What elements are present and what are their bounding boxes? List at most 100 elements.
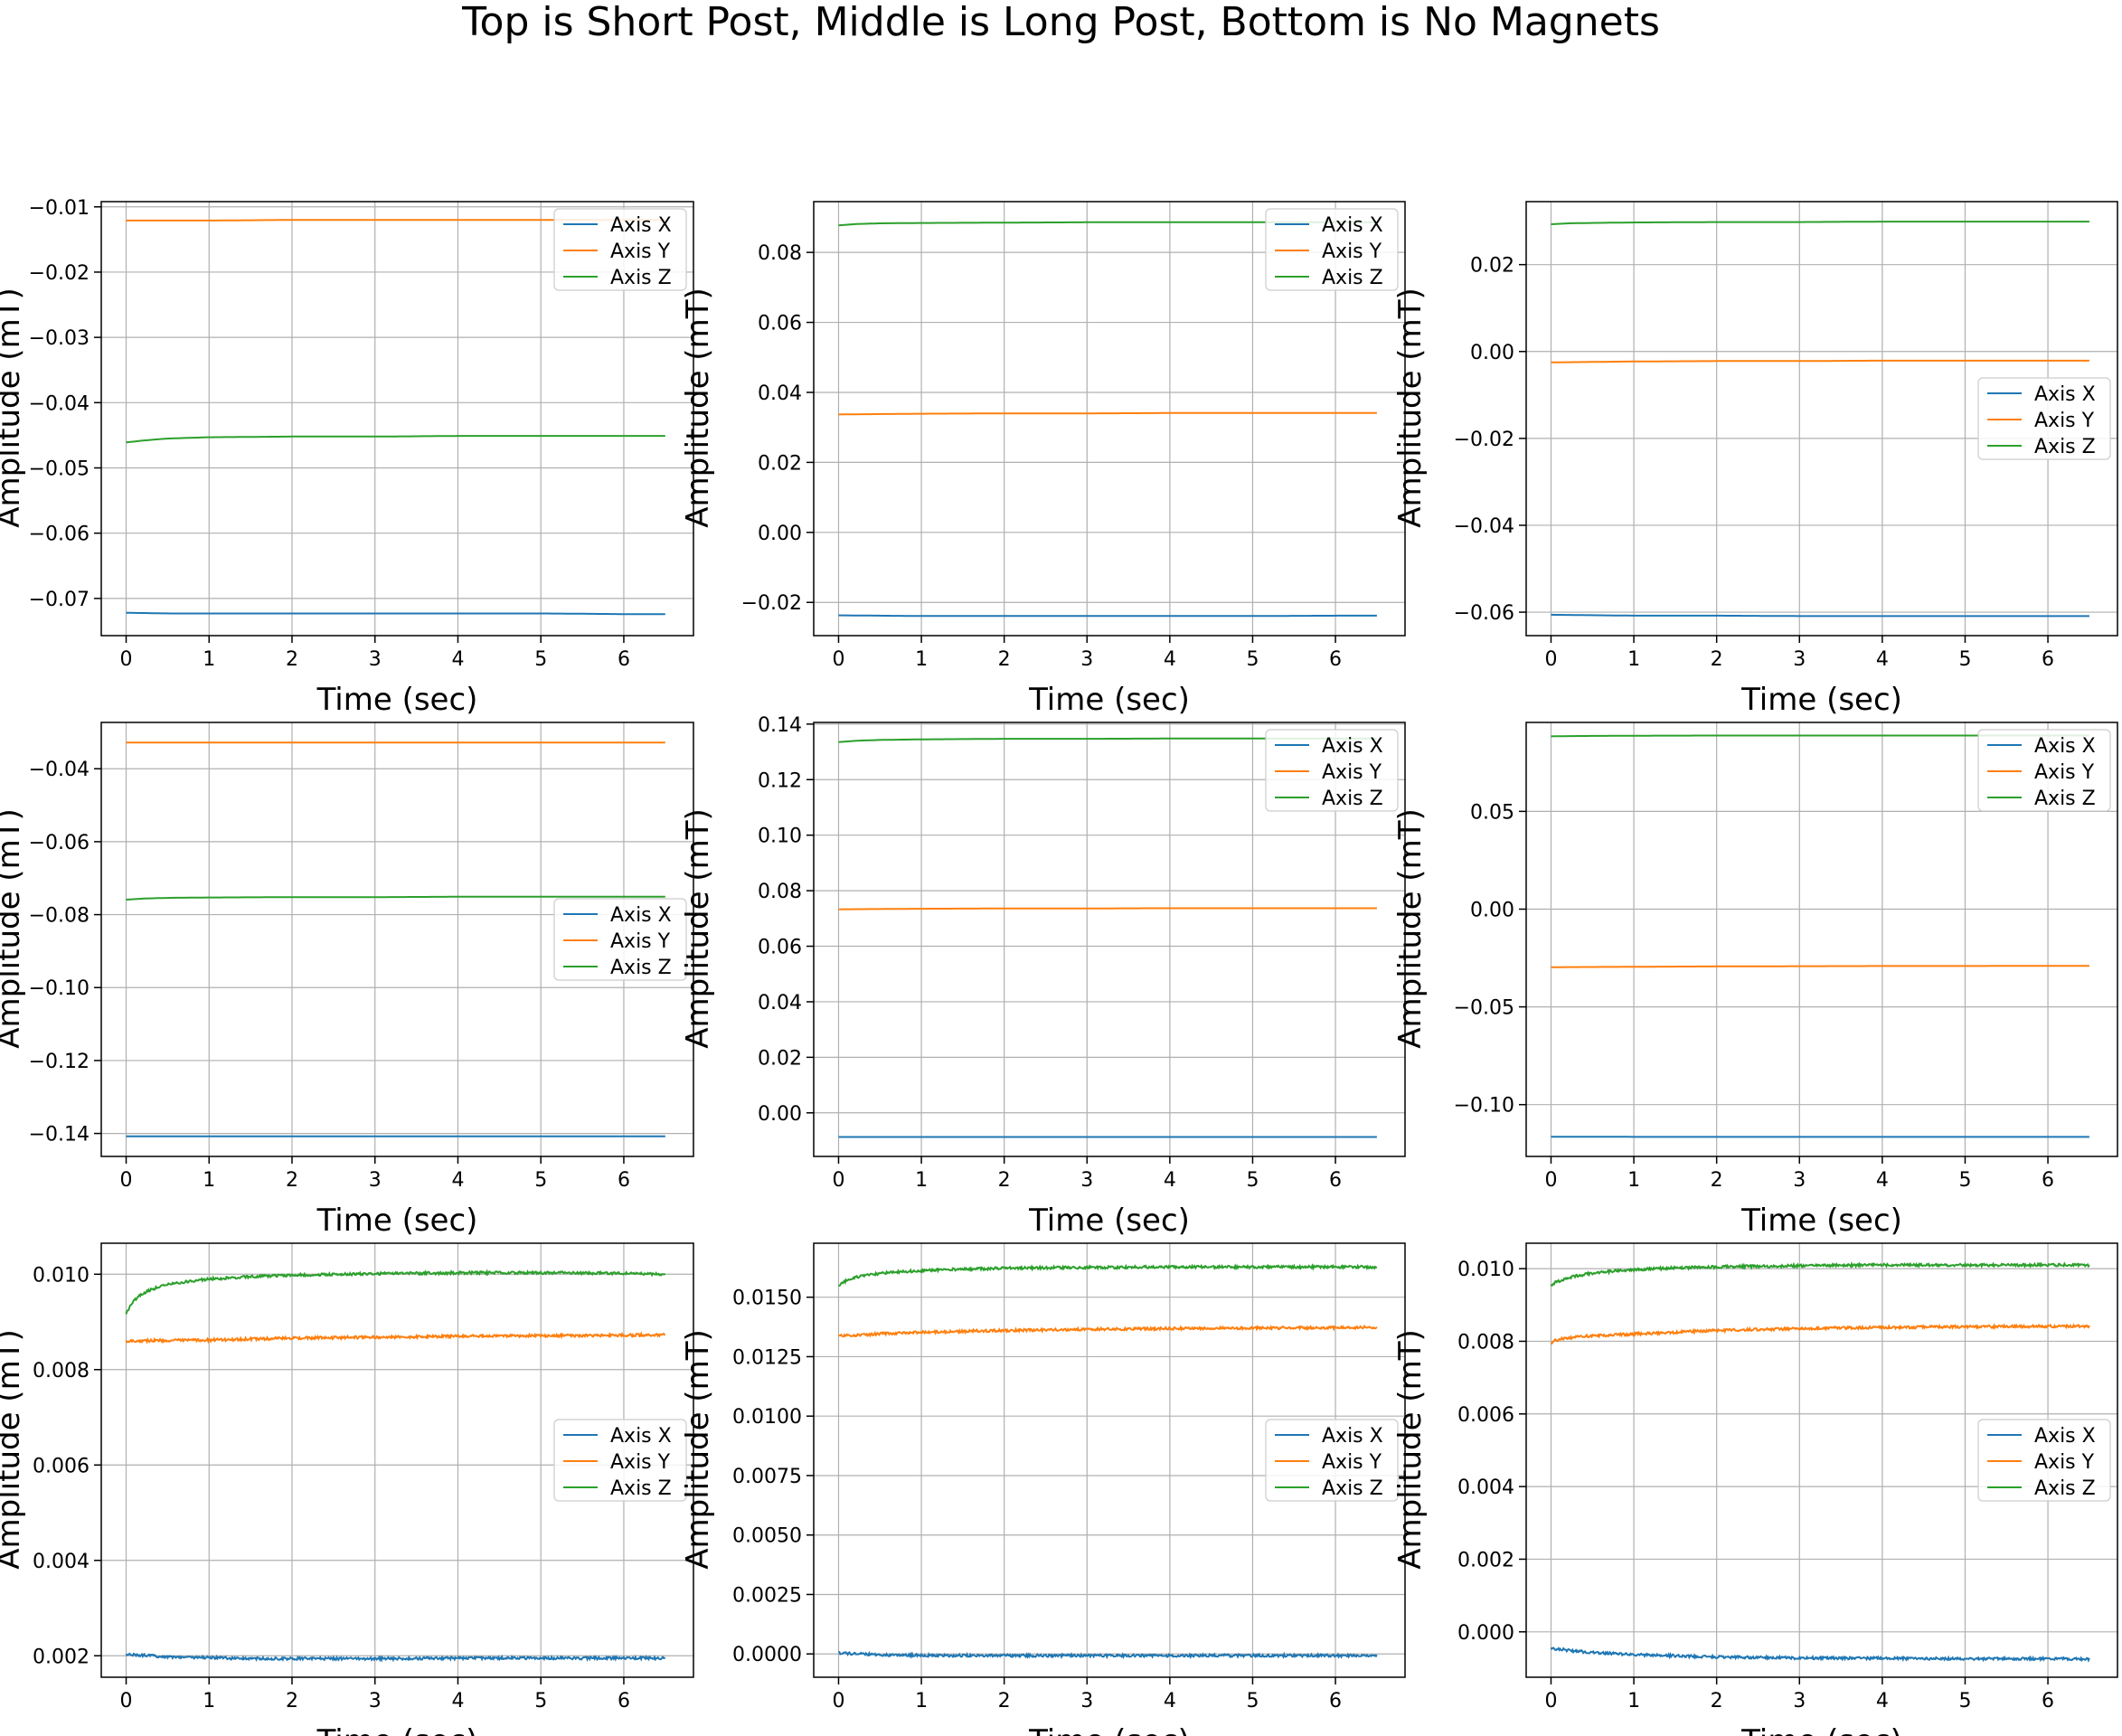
y-tick-label: 0.08 (758, 881, 802, 903)
legend-label: Axis Y (1322, 761, 1382, 784)
legend-label: Axis Z (2034, 436, 2096, 458)
y-axis-label: Amplitude (mT) (680, 288, 716, 527)
x-tick-label: 6 (618, 648, 630, 671)
series-line-axis-z (125, 1269, 666, 1315)
legend-label: Axis X (1322, 735, 1383, 758)
legend-box (1977, 377, 2111, 460)
x-tick-label: 6 (618, 1169, 630, 1192)
x-tick-label: 1 (1627, 1169, 1640, 1192)
y-tick-label: −0.04 (29, 392, 90, 415)
subplot-4: 0 1 2 3 4 5 6 −0.14 −0.12 −0.10 −0.08 −0.06 −0.04 Tim… (0, 722, 694, 1239)
series-line-axis-x (125, 1652, 666, 1663)
legend-label: Axis Z (2034, 1477, 2096, 1500)
legend: Axis X Axis Y Axis Z (1977, 1419, 2111, 1502)
x-tick-label: 6 (2042, 648, 2054, 671)
x-tick-label: 5 (1958, 1169, 1971, 1192)
y-axis-label: Amplitude (mT) (0, 808, 27, 1048)
x-tick-label: 1 (203, 1690, 215, 1712)
series-line-axis-x (838, 614, 1377, 618)
series-line-axis-z (126, 435, 665, 444)
x-tick-label: 6 (1329, 1169, 1342, 1192)
y-tick-label: −0.10 (1454, 1095, 1514, 1118)
x-tick-label: 3 (1793, 1169, 1806, 1192)
y-axis-label: Amplitude (mT) (680, 1329, 716, 1569)
x-axis-label: Time (sec) (316, 1723, 478, 1736)
y-tick-label: 0.002 (1457, 1549, 1514, 1571)
x-tick-label: 6 (1329, 1690, 1342, 1712)
series-line-axis-x (1550, 1646, 2090, 1663)
y-tick-label: −0.12 (29, 1051, 90, 1073)
legend-label: Axis X (2034, 1425, 2096, 1448)
y-tick-label: −0.05 (1454, 997, 1514, 1020)
x-tick-label: 3 (1080, 1690, 1093, 1712)
legend-box (553, 1419, 687, 1502)
y-tick-label: 0.0125 (732, 1346, 802, 1369)
series-line-axis-y (838, 907, 1377, 910)
axes-frame (813, 1242, 1406, 1678)
legend-label: Axis Y (1322, 241, 1382, 263)
y-tick-label: 0.006 (1457, 1404, 1514, 1427)
x-tick-label: 2 (286, 648, 298, 671)
y-tick-label: 0.00 (1470, 899, 1514, 921)
axes-frame (813, 722, 1406, 1157)
x-tick-label: 1 (1627, 1690, 1640, 1712)
x-axis-label: Time (sec) (1740, 1723, 1902, 1736)
y-tick-label: 0.04 (758, 992, 802, 1014)
y-tick-label: −0.04 (29, 759, 90, 781)
x-tick-label: 4 (1876, 1690, 1889, 1712)
legend-label: Axis Y (1322, 1451, 1382, 1474)
x-tick-label: 3 (369, 648, 382, 671)
legend-box (1977, 729, 2111, 812)
legend-label: Axis Z (1322, 267, 1383, 289)
subplot-9: 0 1 2 3 4 5 6 0.000 0.002 0.004 0.006 0.008 0.010 Tim… (1392, 1242, 2118, 1736)
y-tick-label: 0.0150 (732, 1288, 802, 1310)
y-tick-label: 0.05 (1470, 801, 1514, 824)
x-tick-label: 0 (120, 1690, 133, 1712)
subplot-5: 0 1 2 3 4 5 6 0.00 0.02 0.04 0.06 0.08 0.10 0.12 0.14 T… (680, 714, 1406, 1239)
subplot-7: 0 1 2 3 4 5 6 0.002 0.004 0.006 0.008 0.010 Time (se… (0, 1242, 694, 1736)
y-tick-label: 0.08 (758, 242, 802, 265)
y-tick-label: −0.05 (29, 458, 90, 480)
x-tick-label: 3 (369, 1169, 382, 1192)
legend-label: Axis Y (2034, 761, 2095, 784)
x-tick-label: 5 (534, 1169, 547, 1192)
legend-box (1265, 729, 1399, 812)
x-tick-label: 0 (832, 1169, 844, 1192)
y-tick-label: 0.06 (758, 937, 802, 959)
y-tick-label: 0.0025 (732, 1584, 802, 1607)
legend-label: Axis X (2034, 383, 2096, 406)
x-tick-label: 4 (451, 648, 464, 671)
y-tick-label: 0.010 (1457, 1259, 1514, 1281)
y-tick-label: 0.10 (758, 826, 802, 848)
legend: Axis X Axis Y Axis Z (553, 1419, 687, 1502)
y-tick-label: −0.02 (1454, 429, 1514, 451)
axes-frame (1525, 201, 2118, 637)
y-tick-label: 0.008 (1457, 1331, 1514, 1354)
axes-frame (1525, 722, 2118, 1157)
series-line-axis-y (1551, 359, 2089, 363)
axes-frame (100, 201, 694, 637)
x-axis-label: Time (sec) (1028, 1723, 1190, 1736)
y-tick-label: 0.002 (33, 1646, 90, 1668)
x-axis-label: Time (sec) (1028, 682, 1190, 718)
x-tick-label: 0 (120, 1169, 133, 1192)
x-tick-label: 2 (1711, 648, 1723, 671)
legend-label: Axis X (2034, 735, 2096, 758)
x-tick-label: 0 (1544, 1169, 1557, 1192)
series-line-axis-z (1551, 221, 2089, 225)
y-axis-label: Amplitude (mT) (0, 1329, 27, 1569)
x-tick-label: 2 (998, 1169, 1011, 1192)
series-line-axis-y (838, 1324, 1378, 1338)
x-tick-label: 2 (998, 1690, 1011, 1712)
y-tick-label: 0.0050 (732, 1525, 802, 1548)
x-tick-label: 0 (1544, 1690, 1557, 1712)
y-tick-label: 0.02 (1470, 255, 1514, 278)
subplot-3: 0 1 2 3 4 5 6 −0.06 −0.04 −0.02 0.00 0.02 Time (sec)… (1392, 201, 2118, 718)
y-tick-label: −0.10 (29, 977, 90, 1000)
x-tick-label: 1 (203, 1169, 215, 1192)
x-tick-label: 1 (203, 648, 215, 671)
x-tick-label: 5 (1246, 1690, 1259, 1712)
legend-label: Axis Z (610, 267, 672, 289)
x-axis-label: Time (sec) (1028, 1203, 1190, 1239)
x-tick-label: 5 (1958, 648, 1971, 671)
